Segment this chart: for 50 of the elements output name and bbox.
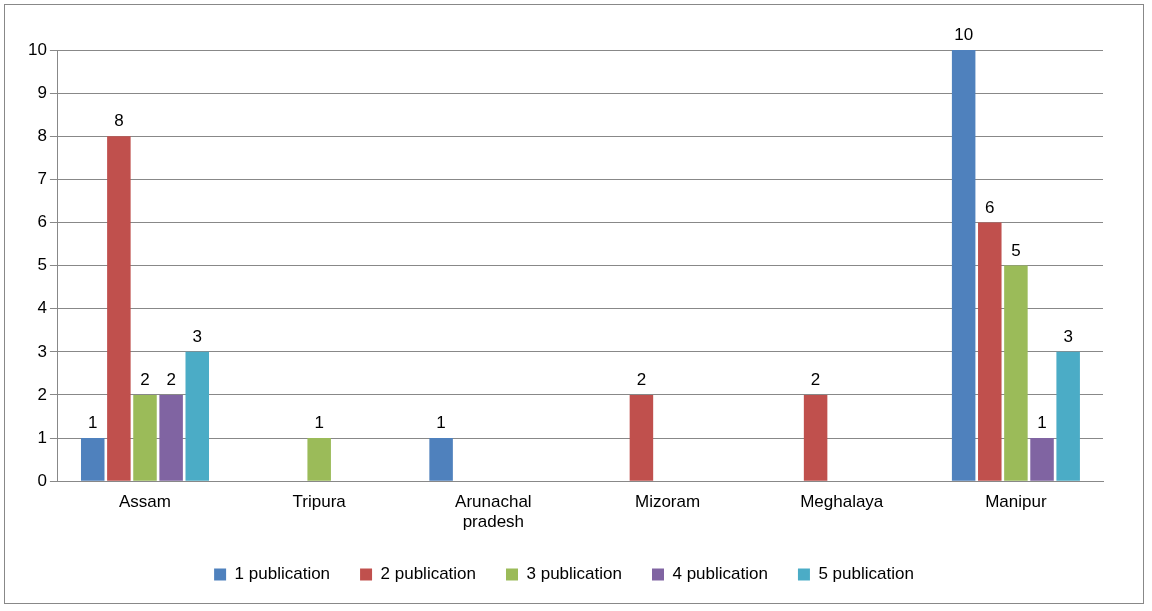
bar (978, 222, 1002, 481)
y-tick-label: 2 (37, 384, 47, 404)
data-label: 2 (636, 370, 647, 390)
legend-label: 3 publication (526, 564, 622, 584)
legend-label: 4 publication (672, 564, 768, 584)
data-label: 3 (1063, 327, 1073, 347)
bar (429, 438, 453, 481)
bar (107, 136, 131, 481)
x-tick-label: Meghalaya (800, 492, 884, 512)
bar (1056, 351, 1080, 481)
bar (1030, 438, 1054, 481)
x-tick-label: Mizoram (634, 492, 701, 512)
data-label: 5 (1011, 240, 1021, 260)
data-label: 2 (140, 370, 150, 390)
y-tick-label: 4 (37, 298, 47, 318)
y-tick-label: 3 (37, 341, 47, 361)
y-tick-label: 7 (37, 169, 47, 189)
data-label: 8 (114, 111, 124, 131)
bar (307, 438, 331, 481)
bar (629, 394, 654, 481)
y-tick-label: 5 (37, 255, 47, 275)
x-tick-label: Manipur (985, 492, 1047, 512)
y-tick-label: 0 (37, 470, 47, 490)
y-tick-label: 1 (37, 427, 47, 447)
bar (80, 438, 105, 481)
data-label: 1 (88, 413, 98, 433)
bar (185, 351, 210, 481)
bar (951, 50, 976, 481)
y-tick-label: 10 (27, 39, 47, 59)
data-label: 1 (1037, 413, 1047, 433)
bar (1004, 265, 1028, 481)
y-tick-label: 9 (37, 82, 47, 102)
legend-label: 5 publication (818, 564, 914, 584)
y-tick-label: 8 (37, 125, 47, 145)
data-label: 6 (985, 197, 995, 217)
x-tick-label: Assam (119, 492, 171, 512)
data-label: 1 (314, 413, 324, 433)
bar (133, 394, 157, 481)
bar (803, 394, 828, 481)
data-label: 2 (166, 370, 176, 390)
data-label: 3 (192, 327, 202, 347)
legend-label: 1 publication (234, 564, 331, 584)
x-tick-label: Arunachal pradesh (455, 492, 532, 532)
y-tick-label: 6 (37, 212, 47, 232)
bar (159, 394, 183, 481)
data-label: 2 (810, 370, 821, 390)
data-label: 1 (436, 413, 446, 433)
legend-label: 2 publication (380, 564, 477, 584)
data-label: 10 (954, 25, 974, 45)
x-tick-label: Tripura (292, 492, 347, 512)
